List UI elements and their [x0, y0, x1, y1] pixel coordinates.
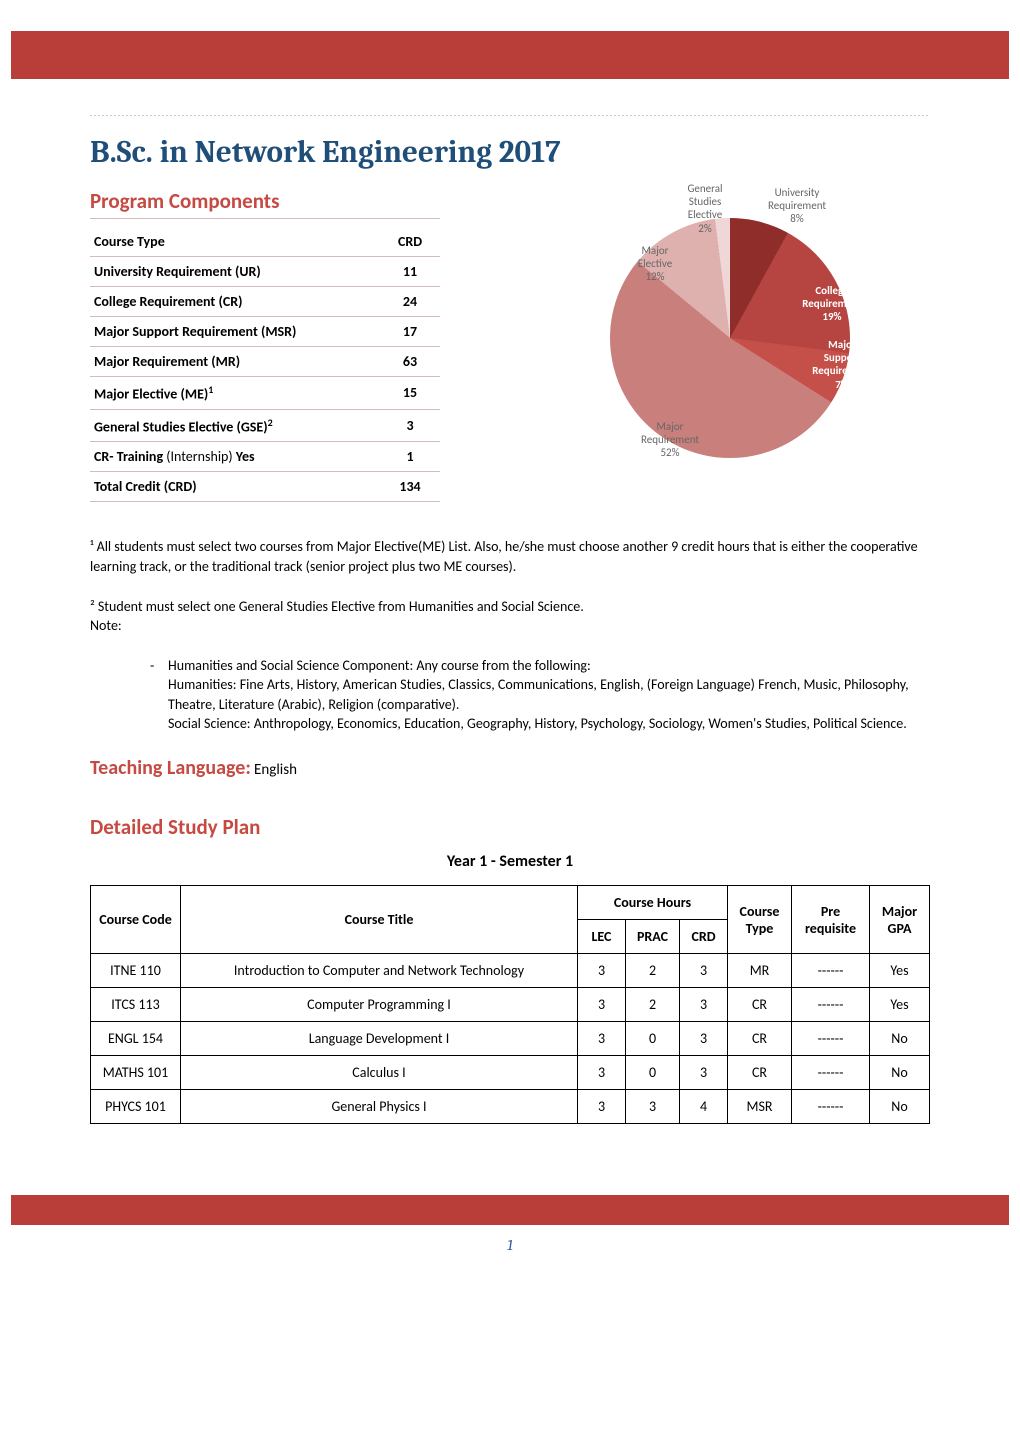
cell-ctype: CR [728, 988, 792, 1022]
col-prac: PRAC [626, 920, 680, 954]
table-row: Major Requirement (MR)63 [90, 347, 440, 377]
col-crd: CRD [680, 920, 728, 954]
cell-ctype: CR [728, 1056, 792, 1090]
cell-lec: 3 [578, 1022, 626, 1056]
footnotes: ¹ All students must select two courses f… [90, 537, 930, 734]
section-teaching: Teaching Language: [90, 756, 251, 780]
table-row: University Requirement (UR)11 [90, 257, 440, 287]
header-band [10, 30, 1010, 80]
cell-prereq: ------ [792, 988, 870, 1022]
note-bullets: -Humanities and Social Science Component… [150, 656, 930, 734]
page-title: B.Sc. in Network Engineering 2017 [90, 134, 930, 170]
cell-crd: 4 [680, 1090, 728, 1124]
study-plan-table: Course Code Course Title Course Hours Co… [90, 885, 930, 1124]
cell-prac: 2 [626, 954, 680, 988]
table-row: ITNE 110Introduction to Computer and Net… [91, 954, 930, 988]
cell-title: Computer Programming I [181, 988, 578, 1022]
footnote-1: ¹ All students must select two courses f… [90, 537, 930, 576]
teaching-language-value: English [254, 761, 297, 779]
cell-crd: 3 [680, 1056, 728, 1090]
col-lec: LEC [578, 920, 626, 954]
footer-band [10, 1194, 1010, 1226]
cell-crd: 3 [680, 954, 728, 988]
cell-code: PHYCS 101 [91, 1090, 181, 1124]
table-row: General Studies Elective (GSE)23 [90, 409, 440, 442]
cell-gpa: No [870, 1022, 930, 1056]
col-hours: Course Hours [578, 886, 728, 920]
divider [90, 115, 930, 116]
cell-ctype: MSR [728, 1090, 792, 1124]
page-number: 1 [0, 1236, 1020, 1254]
footnote-2: ² Student must select one General Studie… [90, 597, 930, 636]
col-header-crd: CRD [380, 227, 440, 257]
cell-crd: 3 [680, 988, 728, 1022]
cell-prereq: ------ [792, 1056, 870, 1090]
col-prereq: Pre requisite [792, 886, 870, 954]
cell-prereq: ------ [792, 1022, 870, 1056]
table-row: CR- Training (Internship) Yes1 [90, 442, 440, 472]
cell-prac: 2 [626, 988, 680, 1022]
cell-code: ITCS 113 [91, 988, 181, 1022]
cell-code: ITNE 110 [91, 954, 181, 988]
table-row: PHYCS 101General Physics I334MSR------No [91, 1090, 930, 1124]
col-title: Course Title [181, 886, 578, 954]
cell-gpa: No [870, 1090, 930, 1124]
pie-label-mr: MajorRequirement52% [620, 420, 720, 460]
table-row: Major Elective (ME)115 [90, 377, 440, 410]
cell-gpa: No [870, 1056, 930, 1090]
table-row: Course Type CRD [90, 227, 440, 257]
cell-crd: 3 [680, 1022, 728, 1056]
col-ctype: Course Type [728, 886, 792, 954]
pie-label-ur: UniversityRequirement8% [752, 186, 842, 226]
table-row: ITCS 113Computer Programming I323CR-----… [91, 988, 930, 1022]
cell-lec: 3 [578, 988, 626, 1022]
col-header-type: Course Type [90, 227, 380, 257]
cell-prac: 0 [626, 1056, 680, 1090]
cell-lec: 3 [578, 1090, 626, 1124]
section-plan: Detailed Study Plan [90, 814, 930, 844]
pie-chart: GeneralStudiesElective2% UniversityRequi… [520, 188, 880, 488]
cell-prac: 0 [626, 1022, 680, 1056]
table-header-row: Course Code Course Title Course Hours Co… [91, 886, 930, 920]
cell-prereq: ------ [792, 1090, 870, 1124]
table-row: ENGL 154Language Development I303CR-----… [91, 1022, 930, 1056]
cell-code: ENGL 154 [91, 1022, 181, 1056]
cell-prereq: ------ [792, 954, 870, 988]
cell-ctype: MR [728, 954, 792, 988]
pie-label-msr: MajorSupportRequirement7% [792, 338, 892, 391]
cell-gpa: Yes [870, 988, 930, 1022]
cell-lec: 3 [578, 954, 626, 988]
table-row: Major Support Requirement (MSR)17 [90, 317, 440, 347]
cell-prac: 3 [626, 1090, 680, 1124]
table-row: Total Credit (CRD)134 [90, 472, 440, 502]
col-gpa: Major GPA [870, 886, 930, 954]
col-code: Course Code [91, 886, 181, 954]
pie-label-cr: CollegeRequirement19% [782, 284, 882, 324]
teaching-language: Teaching Language: English [90, 756, 930, 780]
cell-ctype: CR [728, 1022, 792, 1056]
cell-title: Language Development I [181, 1022, 578, 1056]
pie-label-gse: GeneralStudiesElective2% [670, 182, 740, 235]
table-row: MATHS 101Calculus I303CR------No [91, 1056, 930, 1090]
cell-title: General Physics I [181, 1090, 578, 1124]
cell-title: Calculus I [181, 1056, 578, 1090]
semester-heading: Year 1 - Semester 1 [90, 852, 930, 871]
pie-label-me: MajorElective12% [620, 244, 690, 284]
cell-lec: 3 [578, 1056, 626, 1090]
section-components: Program Components [90, 188, 440, 219]
page-content: B.Sc. in Network Engineering 2017 Progra… [0, 80, 1020, 1154]
cell-title: Introduction to Computer and Network Tec… [181, 954, 578, 988]
cell-gpa: Yes [870, 954, 930, 988]
table-row: College Requirement (CR)24 [90, 287, 440, 317]
cell-code: MATHS 101 [91, 1056, 181, 1090]
components-table: Course Type CRD University Requirement (… [90, 227, 440, 502]
